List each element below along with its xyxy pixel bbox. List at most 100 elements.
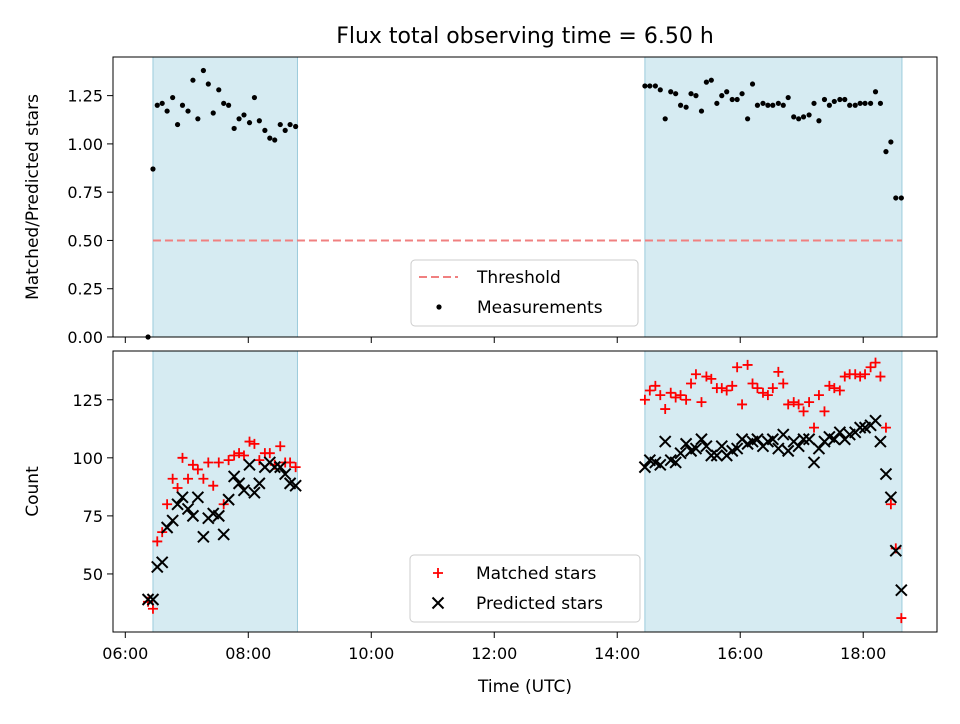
measurements-point [221,100,227,106]
matched-stars-point [855,371,866,382]
matched-stars-point [824,380,835,391]
predicted-stars-point [689,442,703,455]
measurements-point [749,81,756,87]
matched-stars-point [757,387,768,398]
measurements-point [267,135,273,141]
measurements-point [867,100,874,106]
chart-title: Flux total observing time = 6.50 h [336,24,714,49]
x-tick-label: 06:00 [102,644,148,663]
predicted-stars-point [802,433,816,446]
predicted-stars-point [705,449,718,462]
measurements-point [729,96,735,103]
y-tick-label: 100 [72,449,103,468]
measurements-point [872,89,879,95]
matched-stars-point [804,397,815,408]
measurements-point [780,102,786,108]
predicted-stars-point [289,479,302,492]
predicted-stars-point [777,428,790,441]
matched-stars-point [706,373,717,384]
measurements-point [857,100,863,106]
predicted-stars-point [853,421,867,434]
matched-stars-point [813,390,824,401]
measurements-point [754,102,761,108]
measurements-point [842,96,848,103]
measurements-point [668,89,674,95]
matched-stars-point [162,499,173,510]
x-tick-label: 10:00 [348,644,394,663]
legend-predicted-swatch [431,596,445,610]
matched-stars-point [870,357,881,368]
matched-stars-point [275,441,286,452]
measurements-point [195,116,201,122]
y-axis-label: Matched/Predicted stars [23,94,43,300]
matched-stars-point [701,371,712,382]
matched-stars-point [670,392,681,403]
legend-top: Threshold Measurements [410,259,639,327]
measurements-point [893,195,899,201]
matched-stars-point [865,362,876,373]
measurements-point [174,121,181,128]
measurements-point [791,114,797,120]
measurements-point [262,127,268,133]
predicted-stars-point [715,440,728,453]
matched-stars-point [264,448,275,459]
matched-stars-point [798,406,809,417]
predicted-stars-point [638,460,652,474]
matched-stars-point [819,406,830,417]
matched-stars-point [183,473,194,484]
matched-stars-point [829,383,840,394]
matched-stars-point [860,369,871,380]
matched-stars-point [203,457,214,468]
measurements-point [673,91,679,97]
legend-measurements-label: Measurements [477,298,603,318]
legend-box [409,554,641,623]
measurements-point [287,121,293,128]
matched-stars-point [696,397,707,408]
observing-window-2 [644,350,903,633]
measurements-point [719,93,725,99]
measurements-point [862,100,868,106]
predicted-stars-point [217,528,230,541]
y-tick-label: 1.00 [67,135,103,154]
predicted-stars-point [146,593,160,606]
measurements-point [272,137,278,143]
matched-stars-point [192,464,203,475]
predicted-stars-point [186,509,200,523]
measurements-point [282,127,288,133]
predicted-stars-point [895,583,908,597]
predicted-stars-point [869,414,882,427]
matched-stars-point [880,422,891,433]
matched-stars-point [737,399,748,410]
measurements-point [888,139,894,145]
matched-stars-point [223,455,234,466]
measurements-point [642,83,648,89]
matched-stars-point [229,450,240,461]
predicted-stars-point [243,458,256,472]
predicted-stars-point [884,491,898,504]
panel-ratio: 0.00 0.25 0.50 0.75 1.00 1.25 Matched/Predicte… [23,56,938,347]
matched-stars-point [665,387,676,398]
predicted-stars-point [227,470,241,483]
measurements-point [210,110,216,116]
measurements-point [200,67,206,74]
measurements-point [816,118,822,124]
measurements-point [652,83,658,89]
matched-stars-point [177,452,188,463]
matched-stars-point [254,455,265,466]
matched-stars-point [752,383,763,394]
matched-stars-point [686,378,697,389]
predicted-stars-point [222,493,235,506]
matched-stars-point [644,385,655,396]
predicted-stars-point [669,456,682,469]
measurements-point [806,112,812,118]
matched-stars-point [285,457,296,468]
matched-stars-point [773,366,784,377]
measurements-point [760,100,766,106]
matched-stars-point [742,359,753,370]
x-tick-label: 14:00 [594,644,640,663]
predicted-stars-point [191,491,205,504]
measurements-point [293,123,299,130]
matched-stars-point [747,378,758,389]
predicted-stars-point [181,502,195,516]
predicted-stars-point [141,593,155,606]
